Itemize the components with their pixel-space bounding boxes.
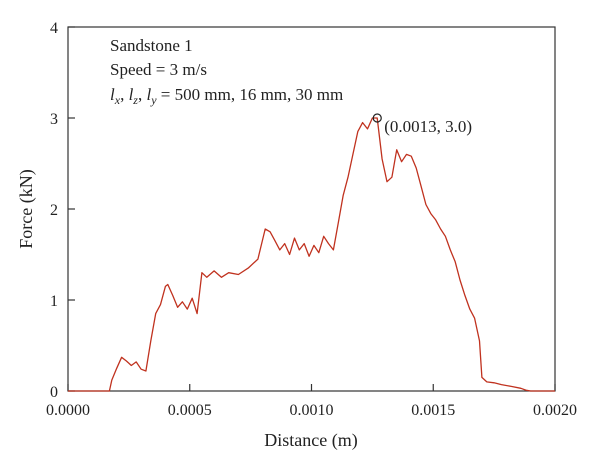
y-tick-label: 3 — [50, 111, 58, 128]
dim-subscript-3: y — [150, 93, 157, 107]
y-axis-ticks: 0 1 2 3 4 — [50, 20, 75, 401]
dim-symbol-3: l — [146, 85, 151, 104]
annotation-speed: Speed = 3 m/s — [110, 60, 207, 79]
peak-marker — [372, 113, 382, 123]
dim-subscript-1: x — [114, 93, 121, 107]
x-tick-label: 0.0010 — [290, 402, 334, 419]
dim-separator-2: , — [138, 85, 147, 104]
y-tick-label: 4 — [50, 20, 58, 37]
y-tick-label: 2 — [50, 202, 58, 219]
annotation-material: Sandstone 1 — [110, 36, 193, 55]
x-axis-ticks: 0.0000 0.0005 0.0010 0.0015 0.0020 — [46, 384, 577, 419]
x-tick-label: 0.0000 — [46, 402, 90, 419]
series-line-1 — [68, 117, 555, 392]
y-tick-label: 0 — [50, 384, 58, 401]
dim-subscript-2: z — [132, 93, 138, 107]
plot-frame — [67, 26, 556, 392]
y-axis-title: Force (kN) — [16, 169, 37, 248]
x-tick-label: 0.0015 — [411, 402, 455, 419]
peak-annotation: (0.0013, 3.0) — [384, 117, 472, 136]
dim-values: = 500 mm, 16 mm, 30 mm — [157, 85, 344, 104]
series-layer — [68, 117, 555, 392]
x-tick-label: 0.0020 — [533, 402, 577, 419]
dim-separator-1: , — [120, 85, 129, 104]
dim-symbol-1: l — [110, 85, 115, 104]
annotation-dimensions: lx, lz, ly = 500 mm, 16 mm, 30 mm — [110, 85, 343, 107]
dim-symbol-2: l — [129, 85, 134, 104]
x-axis-title: Distance (m) — [264, 430, 357, 451]
y-tick-label: 1 — [50, 293, 58, 310]
x-tick-label: 0.0005 — [168, 402, 212, 419]
